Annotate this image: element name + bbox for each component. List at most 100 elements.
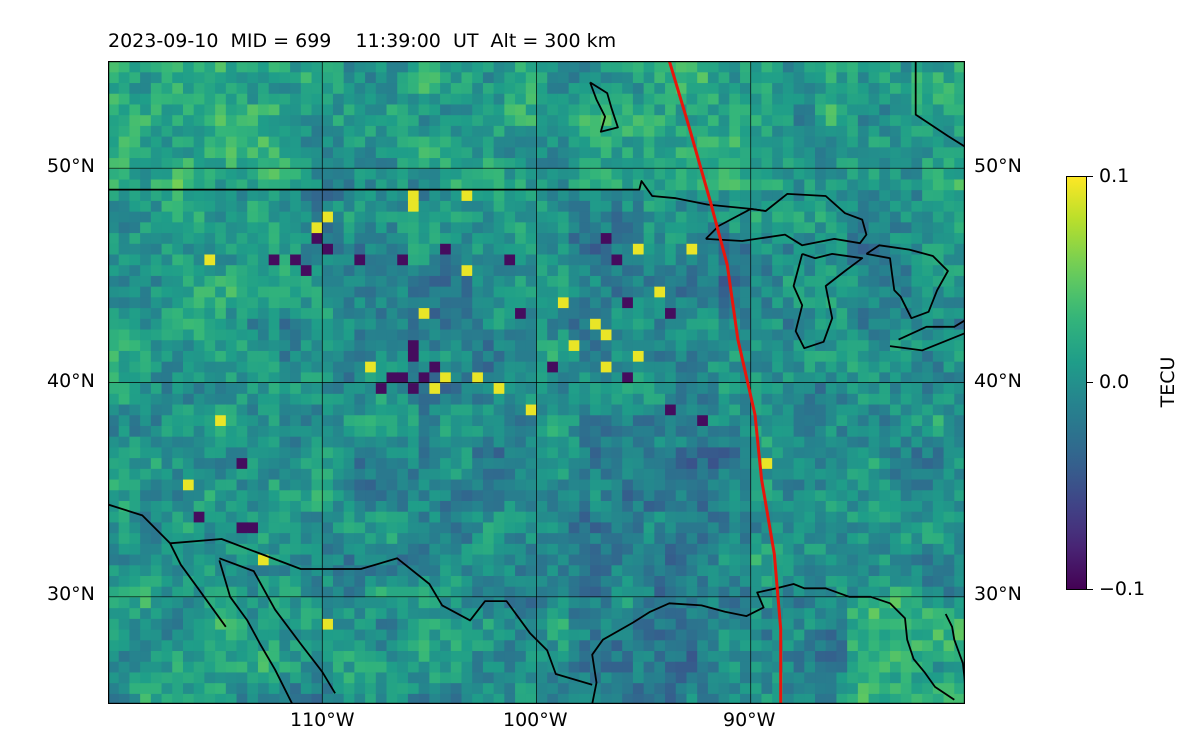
tec-cell [686,671,698,684]
tec-cell [879,414,891,426]
tec-cell [868,682,880,694]
tec-cell [375,200,388,212]
tec-cell [418,671,430,684]
tec-cell [879,586,891,598]
tec-cell [782,232,795,244]
tec-cell [911,275,923,287]
tec-cell [482,446,495,459]
tec-cell [150,136,163,148]
tec-cell [900,318,913,330]
tec-cell [225,361,238,373]
tec-cell [354,221,366,234]
tec-cell [397,178,409,191]
tec-cell [707,532,720,544]
tec-cell [140,661,152,673]
tec-cell [150,521,163,534]
tec-cell [493,146,505,159]
tec-cell [386,682,398,694]
tec-cell [129,661,141,673]
tec-cell [418,103,430,116]
tec-cell [622,296,634,309]
tec-cell [150,350,163,362]
tec-cell [686,211,698,223]
tec-cell [290,393,302,405]
tec-cell [172,596,184,609]
tec-cell [729,361,741,373]
tec-cell [322,221,334,234]
tec-cell [579,125,591,137]
tec-cell [857,93,870,105]
tec-cell [772,500,784,512]
tec-cell [418,425,430,437]
tec-cell [547,253,559,266]
tec-cell [547,618,559,630]
tec-cell [557,82,570,94]
tec-cell [150,532,163,544]
tec-cell [665,253,677,266]
tec-cell [836,532,848,544]
tec-cell [825,607,838,619]
tec-cell [236,61,248,73]
tec-cell [643,296,655,309]
tec-cell [343,693,355,704]
tec-cell [815,211,827,223]
tec-cell [868,586,880,598]
tec-cell [579,382,591,394]
tec-cell [108,189,120,201]
tec-cell [665,403,677,416]
tec-cell [632,103,645,116]
tec-cell [707,403,720,416]
tec-cell [750,489,763,501]
tec-cell [815,500,827,512]
tec-cell [547,478,559,491]
tec-cell [729,393,741,405]
tec-cell [386,661,398,673]
tec-cell [461,296,473,309]
tec-cell [686,575,698,587]
tec-cell [836,661,848,673]
tec-cell [654,211,666,223]
tec-cell [900,232,913,244]
tec-cell [450,650,463,662]
tec-cell [515,71,527,84]
tec-cell [182,393,195,405]
tec-cell [493,275,505,287]
lon-tick-label: 100°W [503,709,568,731]
tec-cell [825,178,838,191]
tec-cell [568,425,580,437]
lat-tick-label-right: 30°N [974,583,1022,605]
tec-cell [268,296,280,309]
tec-cell [643,382,655,394]
tec-cell [386,586,398,598]
tec-cell [161,618,173,630]
tec-cell [225,639,238,652]
tec-cell [418,564,430,576]
tec-cell [515,350,527,362]
tec-cell [450,661,463,673]
tec-cell [397,403,409,416]
tec-cell [643,275,655,287]
tec-cell [440,371,452,384]
tec-cell [343,339,355,351]
tec-cell [836,286,848,298]
tec-cell [161,393,173,405]
colorbar [1066,176,1087,590]
tec-cell [825,393,838,405]
tec-cell [140,393,152,405]
tec-cell [632,307,645,319]
tec-cell [482,650,495,662]
mexico-border [170,538,593,686]
tec-cell [354,264,366,276]
tec-cell [257,232,270,244]
tec-cell [836,693,848,704]
tec-cell [782,575,795,587]
tec-cell [900,446,913,459]
tec-cell [215,650,227,662]
tec-cell [686,61,698,73]
tec-cell [579,82,591,94]
tec-cell [772,607,784,619]
tec-cell [686,200,698,212]
tec-cell [611,553,623,566]
tec-cell [665,489,677,501]
tec-cell [815,393,827,405]
